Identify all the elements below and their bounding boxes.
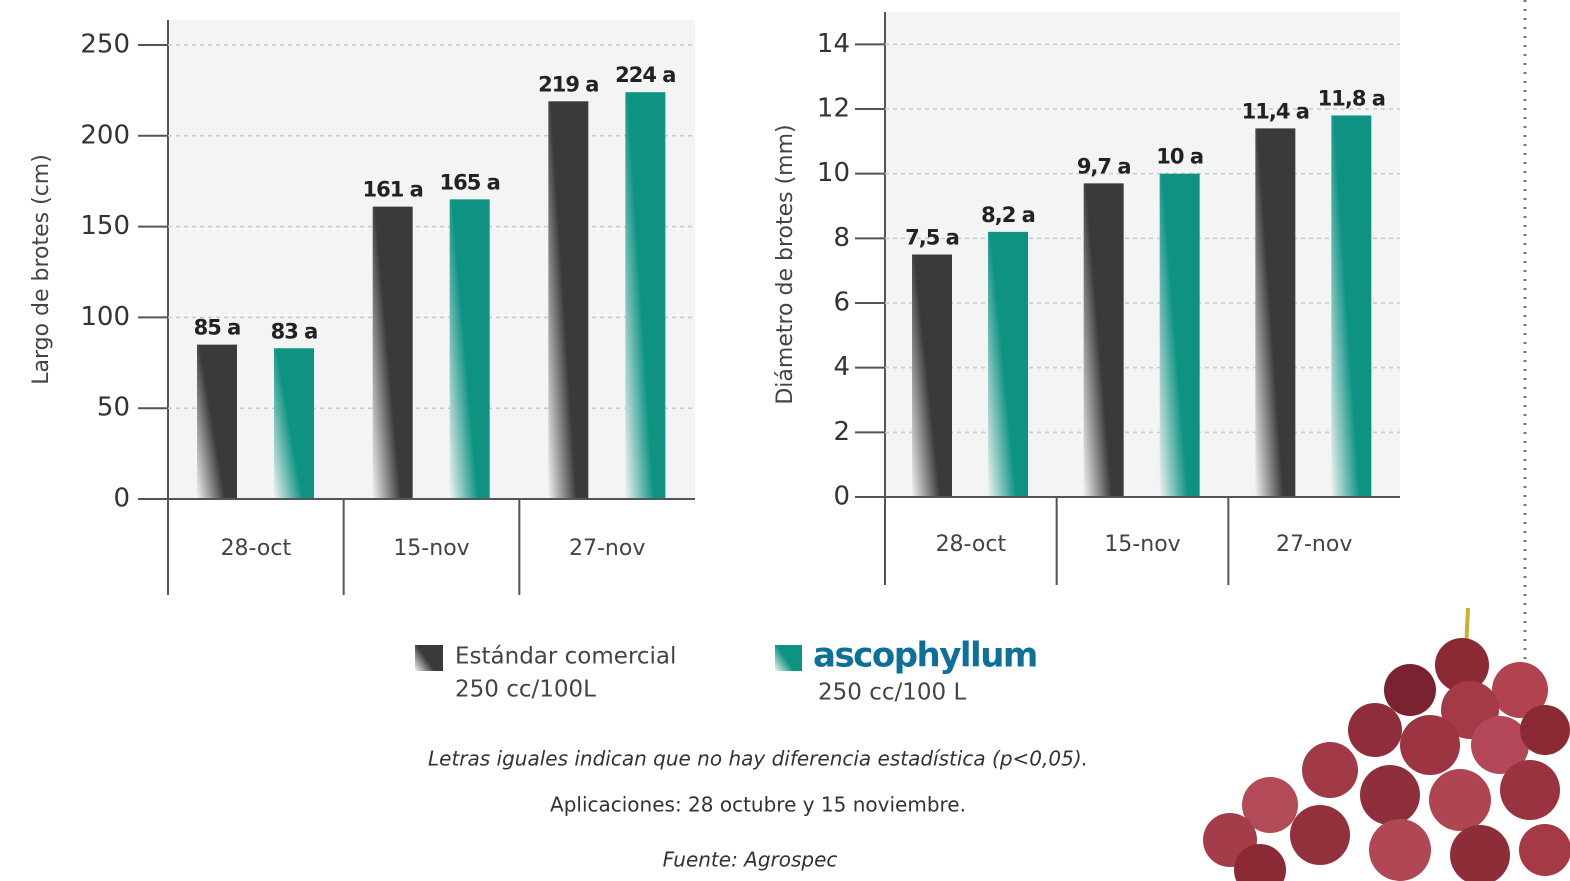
grapes-image bbox=[1203, 607, 1570, 881]
y-tick-label: 50 bbox=[97, 393, 130, 423]
value-label: 83 a bbox=[271, 319, 318, 343]
plot-background bbox=[168, 20, 695, 499]
legend-note: 250 cc/100L bbox=[455, 677, 596, 703]
bar bbox=[274, 348, 314, 499]
value-label: 219 a bbox=[538, 72, 598, 96]
y-tick-label: 0 bbox=[113, 484, 130, 514]
note: Letras iguales indican que no hay difere… bbox=[428, 747, 1088, 771]
legend-note: 250 cc/100 L bbox=[818, 680, 966, 706]
y-tick-label: 8 bbox=[833, 223, 850, 253]
bar bbox=[197, 344, 237, 499]
value-label: 10 a bbox=[1156, 145, 1203, 169]
plot-background bbox=[885, 12, 1400, 497]
bar bbox=[625, 92, 666, 499]
y-axis-label: Diámetro de brotes (mm) bbox=[773, 124, 798, 404]
y-tick-label: 6 bbox=[833, 288, 850, 318]
bar bbox=[1331, 115, 1372, 497]
x-tick-label: 15-nov bbox=[1104, 532, 1180, 557]
value-label: 85 a bbox=[194, 316, 241, 340]
bar bbox=[372, 206, 413, 499]
value-label: 8,2 a bbox=[981, 203, 1035, 227]
x-tick-label: 15-nov bbox=[393, 536, 469, 561]
value-label: 9,7 a bbox=[1077, 154, 1131, 178]
x-tick-label: 27-nov bbox=[1276, 532, 1352, 557]
x-tick-label: 28-oct bbox=[936, 532, 1007, 557]
legend-swatch bbox=[415, 645, 443, 671]
note: Fuente: Agrospec bbox=[663, 848, 838, 872]
x-tick-label: 27-nov bbox=[569, 536, 645, 561]
y-tick-label: 4 bbox=[833, 352, 850, 382]
y-tick-label: 250 bbox=[80, 30, 130, 60]
bar bbox=[548, 101, 589, 500]
y-tick-label: 0 bbox=[833, 482, 850, 512]
bar bbox=[1083, 183, 1124, 497]
y-tick-label: 150 bbox=[80, 211, 130, 241]
bar bbox=[988, 231, 1028, 497]
y-axis-label: Largo de brotes (cm) bbox=[29, 154, 54, 385]
note: Aplicaciones: 28 octubre y 15 noviembre. bbox=[550, 793, 966, 817]
y-tick-label: 12 bbox=[817, 94, 850, 124]
legend-label: Estándar comercial bbox=[455, 644, 676, 670]
legend-swatch bbox=[775, 645, 802, 671]
y-tick-label: 200 bbox=[80, 120, 130, 150]
legend-label: ascophyllum bbox=[813, 636, 1037, 676]
bar bbox=[1159, 173, 1200, 497]
x-tick-label: 28-oct bbox=[221, 536, 292, 561]
bar bbox=[449, 199, 490, 500]
y-tick-label: 10 bbox=[817, 158, 850, 188]
value-label: 165 a bbox=[440, 170, 500, 194]
y-tick-label: 2 bbox=[833, 417, 850, 447]
value-label: 11,8 a bbox=[1318, 86, 1385, 110]
value-label: 7,5 a bbox=[905, 226, 959, 250]
bar bbox=[912, 254, 952, 497]
value-label: 11,4 a bbox=[1242, 99, 1309, 123]
bar bbox=[1255, 128, 1296, 497]
value-label: 224 a bbox=[615, 63, 675, 87]
y-tick-label: 100 bbox=[80, 302, 130, 332]
y-tick-label: 14 bbox=[817, 29, 850, 59]
value-label: 161 a bbox=[363, 178, 423, 202]
